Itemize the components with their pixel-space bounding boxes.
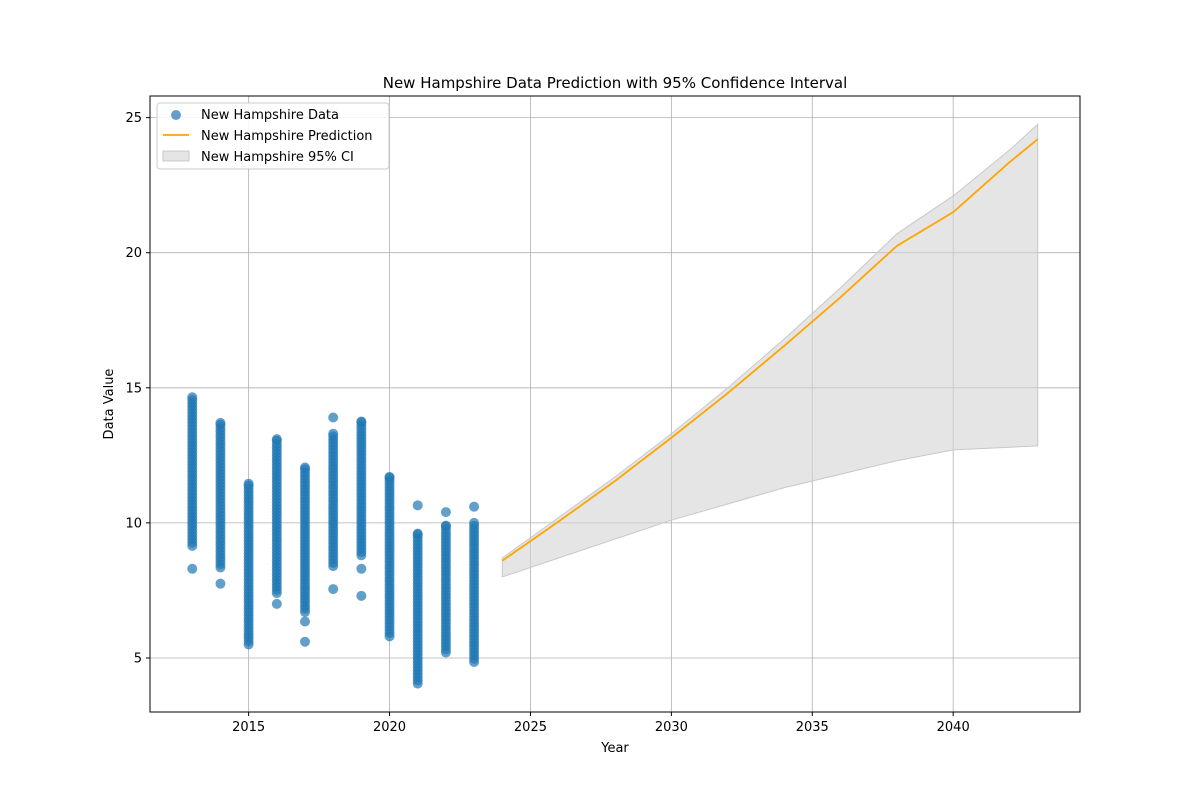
x-tick-label: 2030 [655,720,688,735]
scatter-point [356,590,367,601]
plot-area-frame [149,95,1081,713]
x-tick-label: 2040 [937,720,970,735]
scatter-point [243,478,254,489]
scatter-layer [187,392,480,689]
x-axis-label: Year [600,741,629,756]
scatter-point [469,501,480,512]
legend-marker-ci [162,150,190,162]
y-axis-ticks: 5 10 15 20 25 [125,111,150,666]
x-axis-ticks: 2015 2020 2025 2030 2035 2040 [232,712,970,735]
y-tick-label: 15 [125,381,142,396]
scatter-point [300,636,310,647]
scatter-point [300,462,310,473]
y-tick-label: 25 [125,111,142,126]
x-tick-label: 2035 [796,720,829,735]
prediction-line [501,138,1039,562]
scatter-point [328,584,339,595]
scatter-point [328,412,339,423]
scatter-point [440,507,451,518]
scatter-point [328,428,339,439]
scatter-point [215,578,226,589]
y-axis-label: Data Value [102,369,117,440]
y-tick-label: 10 [125,516,142,531]
legend: New Hampshire Data New Hampshire Predict… [156,102,390,170]
scatter-point [469,517,480,528]
scatter-point [271,598,282,609]
x-tick-label: 2015 [232,720,265,735]
scatter-point [384,471,395,482]
scatter-point [356,563,367,574]
scatter-point [300,616,310,627]
scatter-point [440,520,451,531]
legend-label-data: New Hampshire Data [201,108,339,123]
legend-label-ci: New Hampshire 95% CI [201,150,354,165]
scatter-point [187,392,198,403]
x-tick-label: 2025 [514,720,547,735]
y-tick-label: 20 [125,246,142,261]
chart-title: New Hampshire Data Prediction with 95% C… [383,74,848,92]
scatter-point [215,417,226,428]
scatter-point [412,500,423,511]
legend-box [156,102,390,170]
y-tick-label: 5 [134,651,142,666]
legend-marker-data [171,110,181,120]
scatter-point [356,416,367,427]
legend-label-prediction: New Hampshire Prediction [201,129,373,144]
prediction-line-layer [501,138,1039,562]
scatter-point [271,434,282,445]
x-tick-label: 2020 [373,720,406,735]
scatter-point [187,563,198,574]
scatter-point [412,528,423,539]
